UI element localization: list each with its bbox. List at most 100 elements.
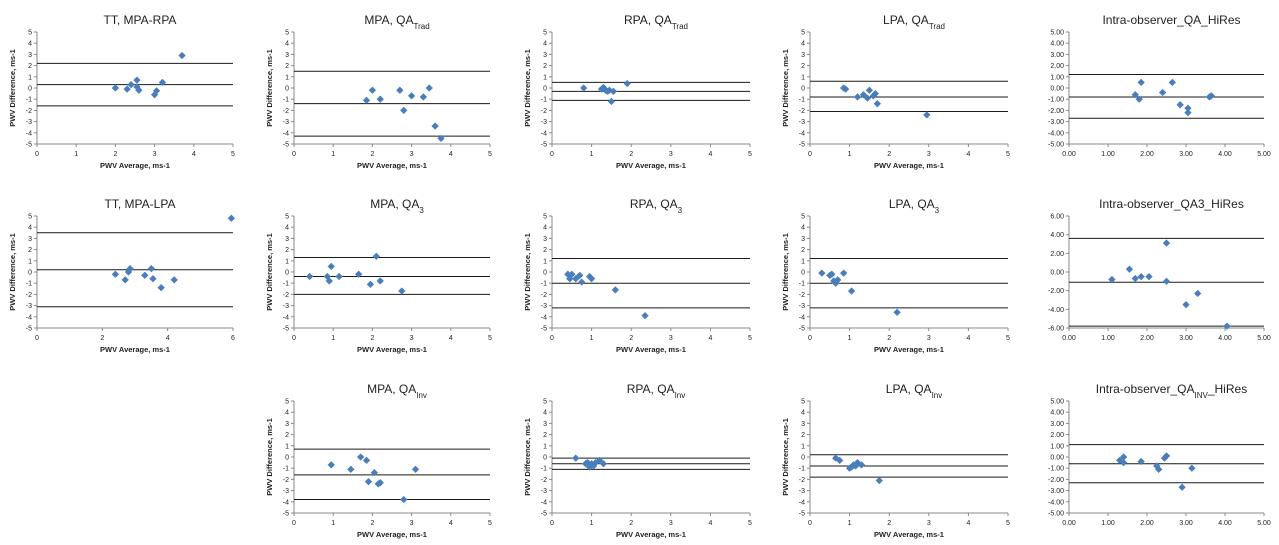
y-tick-label: -2 [541, 292, 547, 299]
y-tick-label: 2.00 [1050, 432, 1064, 439]
y-tick-label: -2 [541, 477, 547, 484]
x-tick-label: 5 [1006, 151, 1010, 158]
y-tick-label: -3 [541, 488, 547, 495]
x-tick-label: 3 [669, 520, 673, 527]
x-tick-label: 3 [410, 335, 414, 342]
y-tick-label: 2 [28, 247, 32, 254]
y-tick-label: 5.00 [1050, 30, 1064, 37]
data-point [431, 122, 439, 130]
x-tick-label: 1 [331, 335, 335, 342]
y-tick-label: 3 [285, 236, 289, 243]
x-tick-label: 2 [629, 151, 633, 158]
y-tick-label: -6.00 [1048, 326, 1064, 333]
y-tick-label: -2 [26, 292, 32, 299]
y-tick-label: 0.00 [1050, 270, 1064, 277]
y-tick-label: 3 [801, 421, 805, 428]
x-tick-label: 4 [708, 151, 712, 158]
chart-title: LPA, QATrad [883, 13, 945, 31]
y-axis-label: PWV Difference, ms-1 [781, 233, 790, 311]
y-tick-label: -2.00 [1048, 477, 1064, 484]
x-tick-label: 2.00 [1140, 151, 1154, 158]
x-tick-label: 3 [669, 335, 673, 342]
y-tick-label: -1 [26, 97, 32, 104]
data-point [327, 262, 335, 271]
y-tick-label: -3 [283, 303, 289, 310]
y-tick-label: 1 [285, 443, 289, 450]
chart-title: TT, MPA-RPA [104, 13, 177, 27]
y-tick-label: -3 [283, 488, 289, 495]
y-tick-label: 5 [285, 399, 289, 406]
y-tick-label: -2 [799, 477, 805, 484]
y-tick-label: 4 [543, 410, 547, 417]
y-tick-label: 3 [28, 236, 32, 243]
data-point [595, 456, 604, 465]
y-tick-label: 4 [801, 41, 805, 48]
y-tick-label: 1 [801, 443, 805, 450]
data-point [1162, 277, 1171, 286]
y-tick-label: -2 [283, 108, 289, 115]
data-point [572, 454, 580, 462]
y-tick-label: -1 [799, 97, 805, 104]
y-tick-label: 4 [801, 225, 805, 232]
data-point [835, 456, 844, 465]
x-tick-label: 1 [590, 151, 594, 158]
data-point [623, 79, 631, 88]
x-tick-label: 0.00 [1062, 151, 1076, 158]
x-tick-label: 5.00 [1257, 520, 1271, 527]
y-tick-label: -4 [541, 499, 547, 506]
chart-title-text: Intra-observer_QA3_HiRes [1099, 197, 1244, 211]
data-point [366, 280, 375, 289]
x-tick-label: 0 [550, 520, 554, 527]
y-tick-label: 2.00 [1050, 251, 1064, 258]
x-tick-label: 3 [669, 151, 673, 158]
data-point [828, 270, 836, 278]
y-axis-label: PWV Difference, ms-1 [781, 49, 790, 127]
data-point [863, 94, 872, 102]
y-tick-label: -5.00 [1048, 511, 1064, 518]
chart-title: MPA, QA3 [370, 197, 424, 215]
x-axis-label: PWV Average, ms-1 [874, 345, 944, 354]
data-point [577, 278, 586, 286]
y-tick-label: -3 [283, 119, 289, 126]
data-point [1108, 275, 1116, 284]
y-tick-label: 0.00 [1050, 455, 1064, 462]
x-axis-label: PWV Average, ms-1 [874, 161, 944, 170]
data-point [335, 272, 343, 281]
data-point [425, 84, 433, 92]
data-point [347, 465, 355, 474]
y-tick-label: -5.00 [1048, 142, 1064, 149]
x-tick-label: 1 [590, 520, 594, 527]
y-tick-label: -1 [26, 281, 32, 288]
chart-title-text: RPA, QA [624, 13, 672, 27]
chart-title-subscript: INV [1195, 391, 1209, 400]
x-axis-label: PWV Average, ms-1 [616, 530, 686, 539]
data-point [123, 85, 131, 93]
data-point [865, 86, 874, 94]
data-point [111, 84, 120, 92]
y-tick-label: -2 [283, 292, 289, 299]
y-tick-label: -5 [541, 142, 547, 149]
y-tick-label: 3 [285, 421, 289, 428]
data-point [568, 270, 576, 278]
y-tick-label: -1 [799, 281, 805, 288]
y-axis-label: PWV Difference, ms-1 [8, 49, 17, 127]
y-tick-label: 2 [801, 247, 805, 254]
y-tick-label: 4 [543, 225, 547, 232]
x-axis-label: PWV Average, ms-1 [874, 530, 944, 539]
y-tick-label: 3 [543, 236, 547, 243]
y-tick-label: 0 [285, 86, 289, 93]
y-tick-label: 6.00 [1050, 214, 1064, 221]
y-tick-label: 3 [28, 52, 32, 59]
x-tick-label: 4 [966, 151, 970, 158]
y-tick-label: 1 [285, 74, 289, 81]
y-axis-label: PWV Difference, ms-1 [265, 49, 274, 127]
data-point [1125, 265, 1134, 273]
data-point [437, 134, 445, 143]
x-tick-label: 2 [887, 335, 891, 342]
y-tick-label: 5 [801, 30, 805, 37]
